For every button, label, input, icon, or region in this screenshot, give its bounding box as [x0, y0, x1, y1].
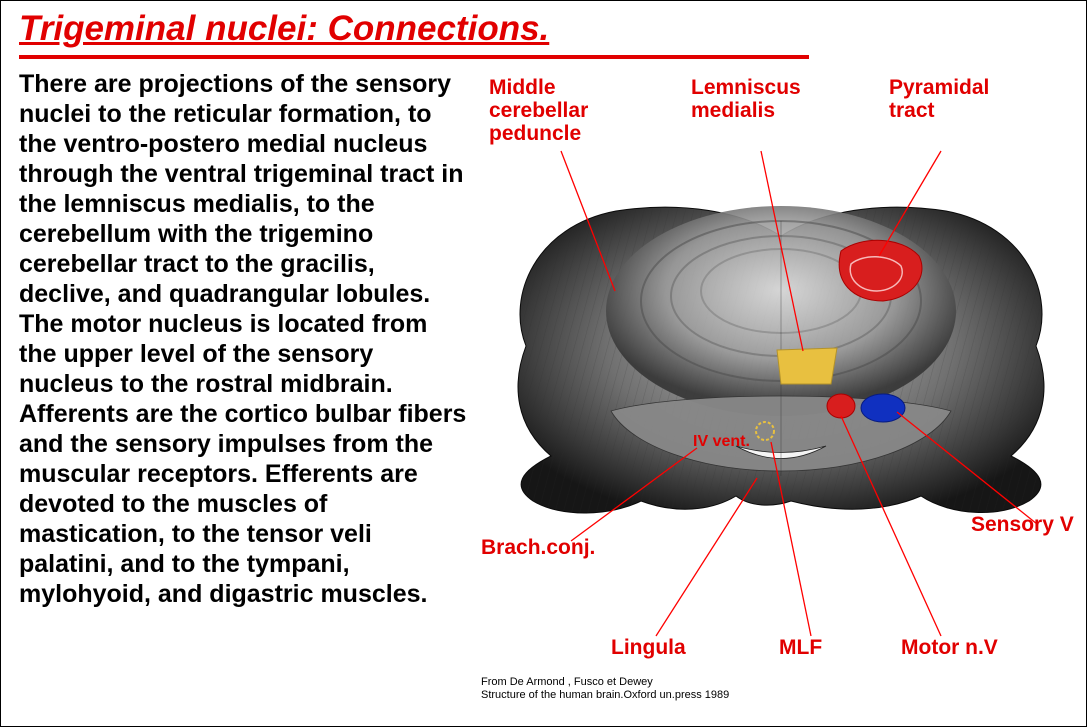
- label-mlf: MLF: [779, 636, 822, 659]
- page-title: Trigeminal nuclei: Connections.: [19, 9, 549, 49]
- attribution: From De Armond , Fusco et Dewey Structur…: [481, 676, 729, 702]
- region-lemniscus: [777, 348, 837, 384]
- label-iv-vent: IV vent.: [693, 433, 750, 451]
- brain-cross-section: [481, 76, 1081, 696]
- attribution-line2: Structure of the human brain.Oxford un.p…: [481, 689, 729, 702]
- region-motor-nv: [827, 394, 855, 418]
- body-paragraph: There are projections of the sensory nuc…: [19, 69, 469, 609]
- attribution-line1: From De Armond , Fusco et Dewey: [481, 676, 729, 689]
- anatomical-diagram: Middle cerebellar peduncle Lemniscus med…: [481, 76, 1081, 716]
- region-sensory-v: [861, 394, 905, 422]
- label-brach: Brach.conj.: [481, 536, 595, 559]
- label-motor-nv: Motor n.V: [901, 636, 998, 659]
- label-sensory-v: Sensory V: [971, 513, 1074, 536]
- label-lingula: Lingula: [611, 636, 686, 659]
- region-pyramidal-tract: [839, 240, 922, 301]
- title-underline: [19, 55, 809, 59]
